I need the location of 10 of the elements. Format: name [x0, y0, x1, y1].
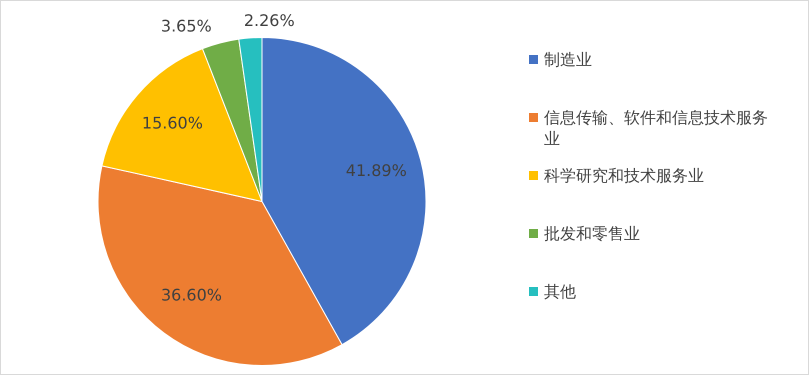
data-label: 3.65%: [160, 16, 212, 36]
data-label: 15.60%: [142, 114, 203, 133]
legend-label: 科学研究和技术服务业: [544, 165, 704, 186]
legend-label: 其他: [544, 281, 576, 302]
legend-label: 信息传输、软件和信息技术服务业: [544, 107, 769, 149]
legend-label: 制造业: [544, 49, 592, 70]
data-label: 2.26%: [244, 11, 295, 30]
data-label: 41.89%: [346, 160, 407, 180]
legend-label: 批发和零售业: [544, 223, 640, 244]
data-label: 36.60%: [160, 285, 222, 304]
